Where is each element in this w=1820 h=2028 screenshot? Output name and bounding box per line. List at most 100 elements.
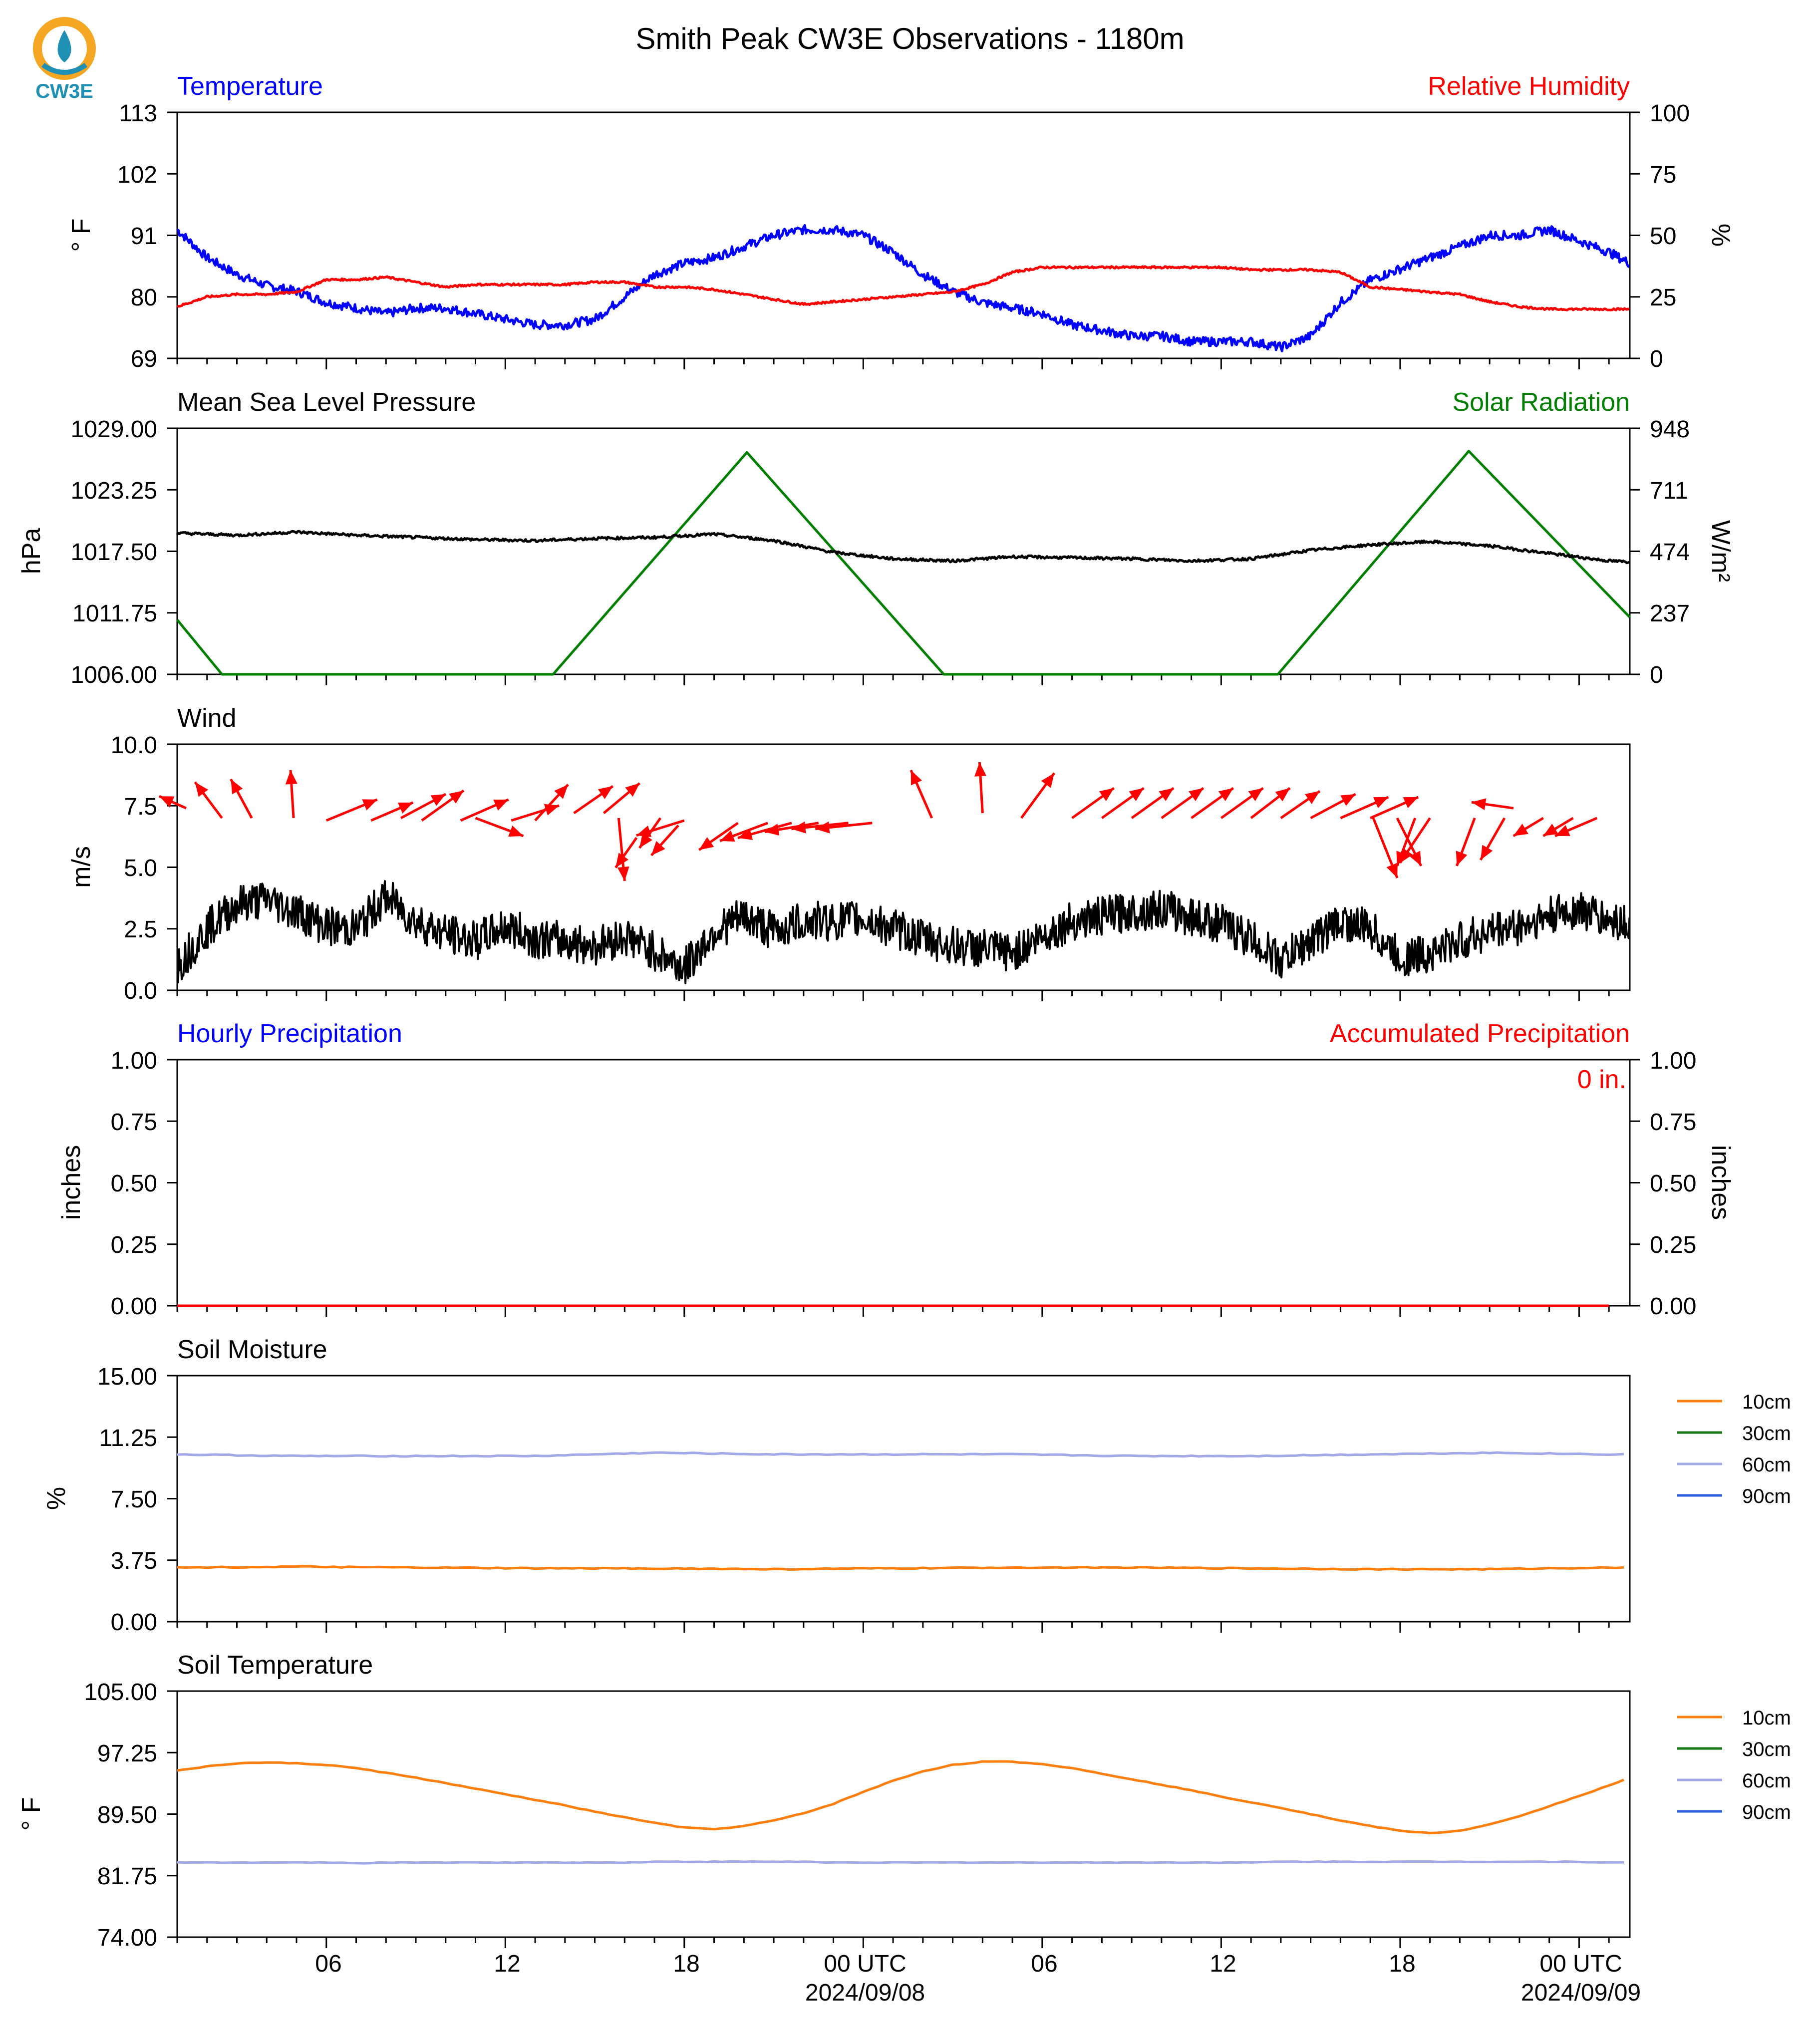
wind-arrow: [974, 762, 986, 814]
x-tick-label: 12: [1210, 1951, 1236, 1977]
wind-arrow: [230, 778, 253, 819]
wind-arrow: [534, 784, 569, 822]
y2-tick-label: 50: [1650, 223, 1676, 250]
precip-ticks: 0.00 0.25 0.50 0.75 1.00: [111, 1048, 157, 1320]
wind-arrow: [1396, 817, 1423, 867]
wind-arrow: [1554, 817, 1598, 838]
wind-arrow-head: [1386, 863, 1398, 878]
wind-arrow-head: [1041, 773, 1055, 788]
wind-arrow-head: [1099, 788, 1114, 801]
humidity-ticks: 0 25 50 75 100: [1650, 100, 1690, 372]
wind-arrow-head: [598, 786, 613, 799]
y2-tick-label: 0: [1650, 346, 1663, 372]
x-tick-date: 2024/09/08: [805, 1980, 925, 2006]
y-tick-label: 102: [117, 162, 157, 188]
wind-arrow-head: [651, 841, 665, 856]
panel-series: [176, 880, 1631, 984]
wind-arrow: [158, 795, 187, 810]
wind-arrow-head: [1373, 797, 1389, 809]
y-tick-label: 105.00: [84, 1679, 157, 1706]
x-tick-label: 18: [673, 1951, 699, 1977]
x-axis-labels: 06 12 18 00 UTC 2024/09/08 06 12 18 00 U…: [315, 1951, 1641, 2006]
y-tick-label: 80: [131, 285, 157, 311]
wind-arrow-head: [625, 783, 640, 797]
wind-arrow: [636, 819, 685, 837]
wind-arrow-head: [449, 790, 464, 804]
legend-label: 60cm: [1742, 1454, 1791, 1476]
y2-tick-label: 474: [1650, 539, 1690, 566]
y-tick-label: 0.00: [111, 1609, 157, 1636]
soil-moisture-legend: 10cm 30cm 60cm 90cm: [1677, 1391, 1791, 1507]
y-tick-label: 89.50: [97, 1802, 157, 1828]
y-tick-label: 3.75: [111, 1548, 157, 1574]
wind-arrow: [737, 822, 792, 840]
wind-arrow: [617, 818, 629, 881]
y-tick-label: 81.75: [97, 1863, 157, 1890]
wind-arrow: [650, 825, 679, 857]
y2-tick-label: 0: [1650, 662, 1663, 688]
wind-arrow: [1191, 787, 1234, 819]
temperature-title: Temperature: [177, 72, 323, 101]
wind-arrow-head: [1218, 788, 1233, 801]
wind-arrow-head: [1409, 851, 1421, 866]
panel-soil-temperature: Soil Temperature ° F 74.00 81.75 89.50 9…: [17, 1651, 1791, 1951]
panel-series: [177, 1451, 1624, 1571]
wind-arrow: [815, 821, 873, 834]
wind-arrow-head: [1400, 848, 1413, 863]
wind-arrow-head: [493, 799, 509, 811]
wind-arrow-head: [1403, 797, 1419, 809]
y-tick-label: 7.50: [111, 1486, 157, 1513]
legend-label: 90cm: [1742, 1485, 1791, 1507]
y-tick-label: 0.00: [111, 1293, 157, 1320]
wind-arrow: [791, 821, 849, 834]
wind-arrow: [1471, 798, 1514, 811]
series-line-relative-humidity: [176, 265, 1630, 311]
wind-arrow: [1372, 817, 1399, 878]
y-tick-label: 5.0: [124, 855, 157, 881]
accum-precip-value: 0 in.: [1577, 1065, 1626, 1094]
x-tick-label: 12: [494, 1951, 520, 1977]
wind-arrow-head: [1555, 825, 1570, 836]
panel-temperature-humidity: Temperature Relative Humidity ° F % 69 8…: [67, 72, 1735, 372]
humidity-title: Relative Humidity: [1428, 72, 1630, 101]
accum-precip-axis-label: inches: [1706, 1145, 1735, 1220]
y-tick-label: 10.0: [111, 732, 157, 759]
temperature-axis-label: ° F: [67, 218, 96, 252]
wind-arrow: [764, 822, 819, 836]
y-tick-label: 0.75: [111, 1109, 157, 1136]
wind-arrow: [1513, 817, 1544, 838]
y2-tick-label: 237: [1650, 600, 1690, 627]
series-line-60cm: [177, 1860, 1624, 1865]
wind-arrow-head: [974, 762, 986, 777]
y-tick-label: 0.50: [111, 1170, 157, 1197]
wind-arrow: [1161, 787, 1205, 819]
y-tick-label: 1017.50: [70, 539, 157, 566]
wind-arrow-head: [1305, 791, 1320, 804]
wind-arrow-head: [617, 866, 629, 881]
soil-temperature-ticks: 74.00 81.75 89.50 97.25 105.00: [84, 1679, 157, 1951]
wind-arrow: [285, 770, 298, 819]
legend-label: 10cm: [1742, 1707, 1791, 1729]
hourly-precip-axis-label: inches: [57, 1145, 86, 1220]
panel-precipitation: Hourly Precipitation Accumulated Precipi…: [57, 1019, 1735, 1320]
wind-arrow-head: [1189, 788, 1204, 801]
y-tick-label: 97.25: [97, 1740, 157, 1767]
wind-arrow: [1542, 817, 1574, 838]
legend-label: 30cm: [1742, 1423, 1791, 1445]
wind-axis-label: m/s: [67, 846, 96, 888]
series-line-wind-speed: [176, 880, 1631, 984]
y-tick-label: 1023.25: [70, 478, 157, 504]
solar-title: Solar Radiation: [1452, 388, 1630, 417]
wind-arrow-head: [636, 826, 652, 837]
wind-arrow-head: [815, 821, 830, 834]
legend-label: 10cm: [1742, 1391, 1791, 1413]
wind-arrow: [1310, 793, 1356, 820]
logo-text: CW3E: [35, 80, 93, 102]
soil-moisture-title: Soil Moisture: [177, 1335, 327, 1364]
wind-arrow-head: [764, 824, 780, 836]
wind-arrow: [1370, 796, 1419, 820]
wind-arrow-head: [1481, 845, 1493, 860]
y2-tick-label: 100: [1650, 100, 1690, 127]
